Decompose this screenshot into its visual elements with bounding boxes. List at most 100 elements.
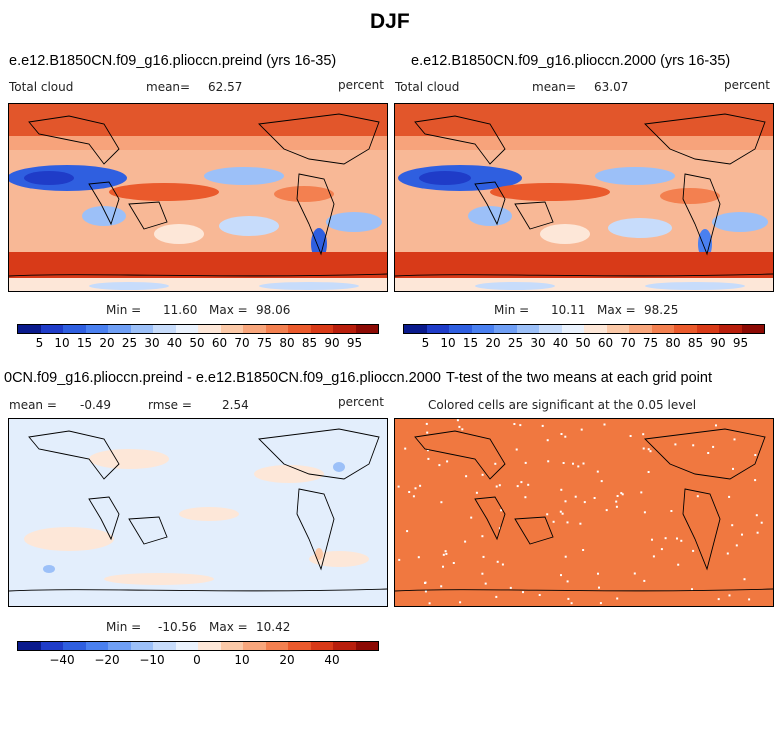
non-significant-cell xyxy=(440,501,443,504)
colorbar-swatch xyxy=(606,325,629,333)
colorbar-swatch xyxy=(153,325,176,333)
non-significant-cell xyxy=(647,471,650,473)
colorbar-swatch xyxy=(333,642,356,650)
colorbar-tick-label: 70 xyxy=(620,336,636,350)
colorbar-swatch xyxy=(198,325,221,333)
non-significant-cell xyxy=(680,539,683,542)
non-significant-cell xyxy=(643,511,646,514)
colorbar-swatch xyxy=(629,325,652,333)
panel-1-map xyxy=(8,103,388,292)
colorbar-swatch xyxy=(63,642,86,650)
non-significant-cell xyxy=(397,485,400,488)
colorbar-swatch xyxy=(18,325,41,333)
non-significant-cell xyxy=(412,495,415,498)
non-significant-cell xyxy=(440,585,443,588)
panel-3-rmse-label: rmse = xyxy=(148,398,192,412)
non-significant-cell xyxy=(691,588,693,591)
non-significant-cell xyxy=(427,449,429,452)
colorbar-swatch xyxy=(130,642,153,650)
colorbar-tick-label: 75 xyxy=(256,336,273,350)
colorbar-tick-label: −40 xyxy=(49,653,75,667)
colorbar-tick-label: 50 xyxy=(575,336,591,350)
non-significant-cell xyxy=(408,491,411,493)
colorbar-swatch xyxy=(85,642,108,650)
non-significant-cell xyxy=(620,492,623,495)
colorbar-tick-label: 85 xyxy=(301,336,318,350)
panel-4-map xyxy=(394,418,774,607)
colorbar-tick-label: 5 xyxy=(421,336,430,350)
non-significant-cell xyxy=(459,601,462,604)
panel-1-title: e.e12.B1850CN.f09_g16.plioccn.preind (yr… xyxy=(9,53,337,69)
panel-4-title: T-test of the two means at each grid poi… xyxy=(446,370,712,386)
panel-3-mean-value: -0.49 xyxy=(80,398,112,412)
non-significant-cell xyxy=(754,454,757,456)
non-significant-cell xyxy=(461,428,464,431)
non-significant-cell xyxy=(516,485,519,488)
non-significant-cell xyxy=(547,460,550,463)
non-significant-cell xyxy=(424,590,427,593)
non-significant-cell xyxy=(728,594,731,597)
non-significant-cell xyxy=(676,537,678,540)
non-significant-cell xyxy=(596,470,599,473)
non-significant-cell xyxy=(446,460,449,463)
panel-1-colorbar xyxy=(17,324,379,334)
non-significant-cell xyxy=(498,484,501,487)
panel-2-title: e.e12.B1850CN.f09_g16.plioccn.2000 (yrs … xyxy=(411,53,731,69)
colorbar-swatch xyxy=(175,642,198,650)
colorbar-tick-label: 10 xyxy=(234,653,250,667)
non-significant-cell xyxy=(465,475,468,478)
panel-3-mean-label: mean = xyxy=(9,398,57,412)
non-significant-cell xyxy=(442,565,444,568)
colorbar-swatch xyxy=(40,325,63,333)
colorbar-swatch xyxy=(426,325,449,333)
panel-1-mean-value: 62.57 xyxy=(208,80,243,94)
non-significant-cell xyxy=(633,572,636,575)
colorbar-tick-label: 5 xyxy=(35,336,44,350)
panel-2-colorbar xyxy=(403,324,765,334)
panel-3-max-label: Max = xyxy=(209,620,248,634)
panel-2-map-svg xyxy=(395,104,773,291)
non-significant-cell xyxy=(495,485,498,488)
non-significant-cell xyxy=(582,462,585,465)
non-significant-cell xyxy=(674,443,677,446)
non-significant-cell xyxy=(651,538,653,541)
colorbar-swatch xyxy=(243,642,266,650)
colorbar-swatch xyxy=(310,642,333,650)
colorbar-swatch xyxy=(130,325,153,333)
panel-2-mean-value: 63.07 xyxy=(594,80,629,94)
non-significant-cell xyxy=(546,513,549,516)
non-significant-cell xyxy=(524,496,527,499)
non-significant-cell xyxy=(524,461,527,464)
non-significant-cell xyxy=(621,493,624,496)
colorbar-tick-label: 95 xyxy=(346,336,363,350)
panel-3-min-value: -10.56 xyxy=(158,620,197,634)
colorbar-tick-label: 25 xyxy=(121,336,138,350)
non-significant-cell xyxy=(398,558,401,561)
colorbar-swatch xyxy=(108,642,131,650)
non-significant-cell xyxy=(731,524,734,527)
colorbar-tick-label: 85 xyxy=(687,336,704,350)
non-significant-cell xyxy=(570,602,573,605)
panel-2-colorbar-ticks: 5 10 15 20 25 30 40 50 60 70 75 80 85 90 95 xyxy=(403,336,763,350)
non-significant-cell xyxy=(444,550,447,553)
non-significant-cell xyxy=(475,491,478,494)
panel-1-min-label: Min = xyxy=(106,303,142,317)
colorbar-tick-label: −20 xyxy=(94,653,120,667)
non-significant-cell xyxy=(741,533,743,536)
non-significant-cell xyxy=(712,445,715,448)
non-significant-cell xyxy=(580,428,583,431)
colorbar-swatch xyxy=(404,325,427,333)
non-significant-cell xyxy=(692,549,695,552)
colorbar-swatch xyxy=(494,325,517,333)
non-significant-cell xyxy=(756,531,759,534)
non-significant-cell xyxy=(438,464,441,467)
non-significant-cell xyxy=(427,457,430,460)
non-significant-cell xyxy=(564,435,567,438)
panel-3-title: 0CN.f09_g16.plioccn.preind - e.e12.B1850… xyxy=(4,370,441,386)
colorbar-swatch xyxy=(265,642,288,650)
non-significant-cell xyxy=(546,439,549,442)
panel-3-rmse-value: 2.54 xyxy=(222,398,249,412)
colorbar-swatch xyxy=(741,325,764,333)
colorbar-tick-label: −10 xyxy=(139,653,165,667)
non-significant-cell xyxy=(498,527,501,530)
